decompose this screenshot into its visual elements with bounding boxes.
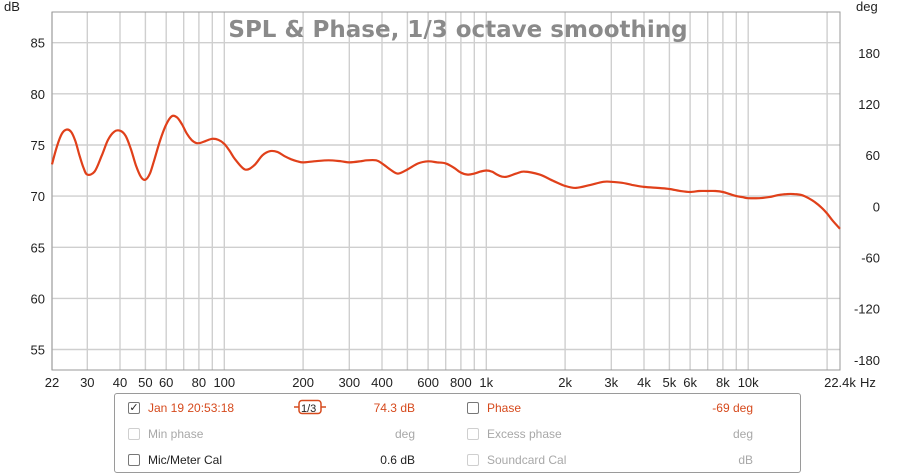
y-right-tick-label: -60 [861, 251, 880, 266]
soundcard-cal-checkbox[interactable] [467, 454, 479, 466]
phase-value: -69 deg [712, 401, 753, 415]
y-right-tick-label: -180 [854, 353, 880, 368]
x-tick-label: 50 [138, 375, 152, 390]
soundcard-cal-unit: dB [738, 453, 753, 467]
excess-phase-unit: deg [732, 427, 753, 441]
min-phase-label: Min phase [148, 427, 204, 441]
x-tick-label: 1k [479, 375, 493, 390]
x-tick-label: 60 [159, 375, 173, 390]
x-tick-label: 3k [604, 375, 618, 390]
y-left-tick-label: 70 [31, 189, 45, 204]
chart-title: SPL & Phase, 1/3 octave smoothing [228, 17, 687, 43]
plot-frame [51, 11, 841, 371]
mic-meter-cal-value: 0.6 dB [380, 453, 415, 467]
x-tick-label: 30 [80, 375, 94, 390]
x-tick-label: 200 [292, 375, 314, 390]
mic-meter-cal-label: Mic/Meter Cal [148, 453, 223, 467]
phase-label: Phase [487, 401, 522, 415]
excess-phase-label: Excess phase [487, 427, 562, 441]
series-visible-checkbox[interactable]: ✓ [128, 402, 140, 414]
x-tick-label: 800 [450, 375, 472, 390]
soundcard-cal-label: Soundcard Cal [487, 453, 567, 467]
min-phase-checkbox[interactable] [128, 428, 140, 440]
y-left-tick-label: 80 [31, 87, 45, 102]
x-tick-label: 4k [637, 375, 651, 390]
series-layer [50, 114, 841, 230]
smoothing-value: 1/3 [301, 403, 317, 415]
min-phase-unit: deg [394, 427, 415, 441]
x-tick-label: 600 [417, 375, 439, 390]
y-right-tick-label: 180 [858, 46, 880, 61]
y-left-tick-label: 75 [31, 138, 45, 153]
x-tick-label: 22.4k [824, 375, 856, 390]
y-left-tick-label: 65 [31, 240, 45, 255]
y-right-tick-label: 120 [858, 97, 880, 112]
y-left-tick-label: 60 [31, 291, 45, 306]
y-left-tick-label: 85 [31, 36, 45, 51]
y-left-unit: dB [4, 0, 20, 14]
spl-series-line [50, 114, 841, 230]
x-tick-label: 100 [213, 375, 235, 390]
x-tick-label: 10k [738, 375, 759, 390]
x-tick-label: 5k [663, 375, 677, 390]
mic-meter-cal-checkbox[interactable] [128, 454, 140, 466]
x-tick-label: 40 [113, 375, 127, 390]
axis-labels: 22 30 40 50 60 80 100 200 300 400 600 800 1k 2k 3k 4k 5k… [31, 36, 880, 390]
x-tick-label: 400 [371, 375, 393, 390]
y-right-tick-label: 0 [873, 199, 880, 214]
excess-phase-checkbox[interactable] [467, 428, 479, 440]
y-right-tick-label: -120 [854, 302, 880, 317]
smoothing-selector[interactable] [294, 399, 326, 415]
x-tick-label: 22 [45, 375, 59, 390]
x-tick-label: 6k [683, 375, 697, 390]
series-label: Jan 19 20:53:18 [148, 401, 235, 415]
y-right-tick-label: 60 [866, 148, 880, 163]
x-tick-label: 80 [192, 375, 206, 390]
x-tick-label: 300 [338, 375, 360, 390]
phase-checkbox[interactable] [467, 402, 479, 414]
x-unit: Hz [860, 375, 876, 390]
x-tick-label: 8k [716, 375, 730, 390]
y-left-tick-label: 55 [31, 343, 45, 358]
spl-phase-chart: 22 30 40 50 60 80 100 200 300 400 600 800 1k 2k 3k 4k 5k… [4, 0, 880, 390]
y-right-unit: deg [856, 0, 878, 14]
legend-panel: ✓ Jan 19 20:53:18 1/3 74.3 dB Phase -69 … [114, 393, 801, 473]
series-level-value: 74.3 dB [373, 401, 415, 415]
x-tick-label: 2k [558, 375, 572, 390]
